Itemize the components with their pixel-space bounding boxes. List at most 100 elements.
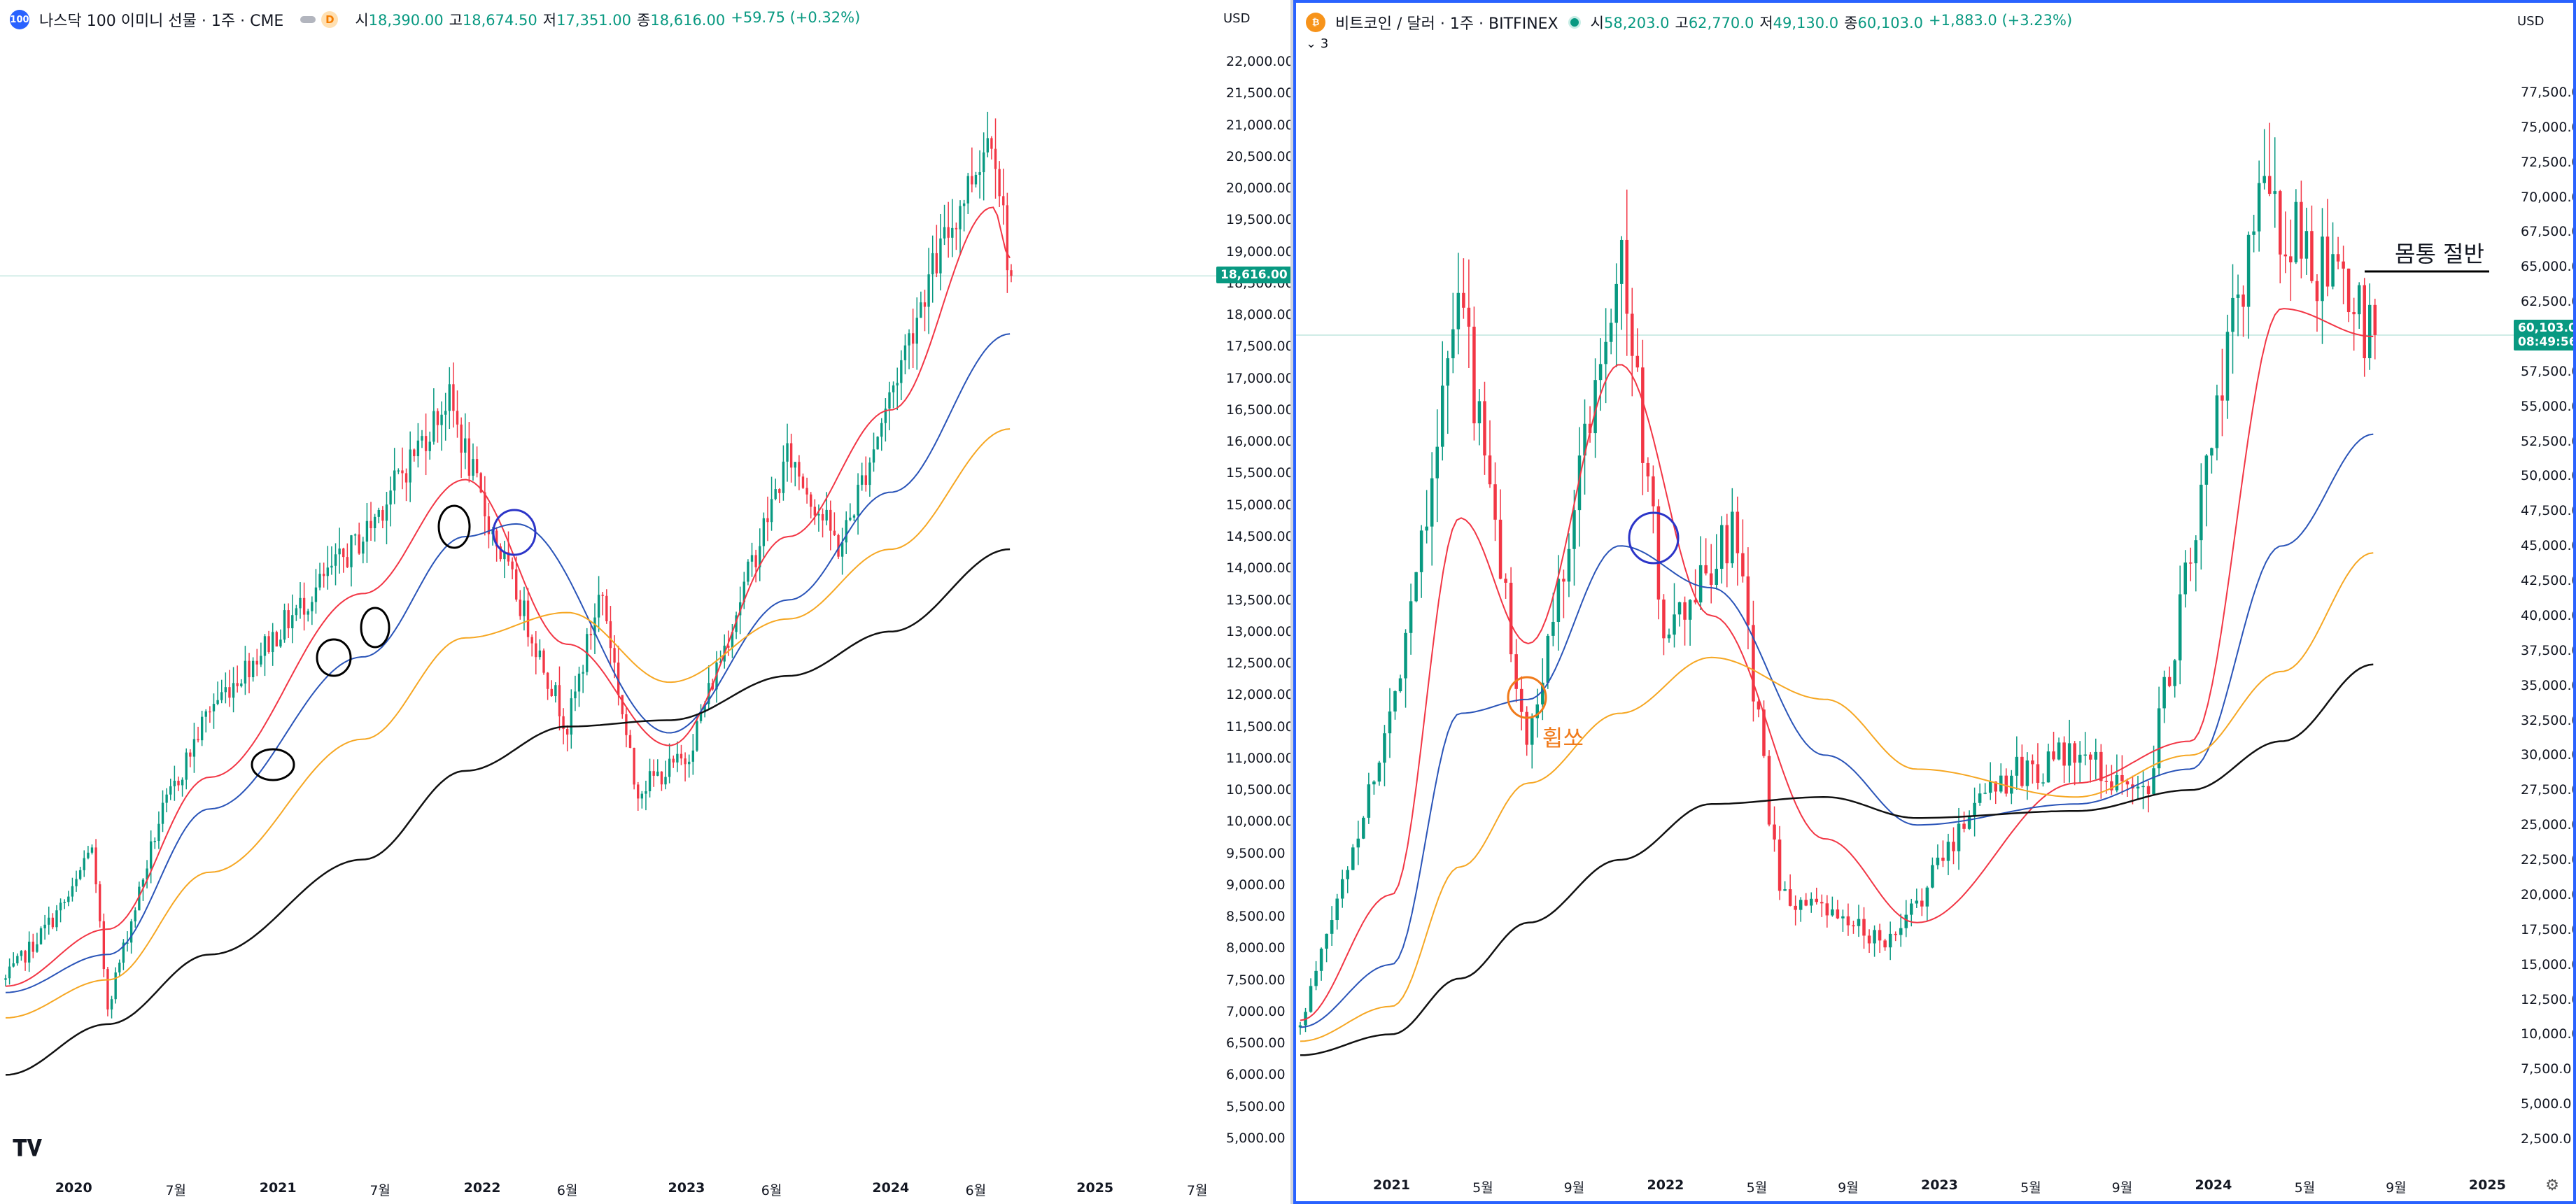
right-chart-title[interactable]: 비트코인 / 달러 · 1주 · BITFINEX — [1335, 15, 1558, 33]
interval-pill[interactable]: D — [293, 10, 345, 29]
candle-body — [1330, 920, 1334, 934]
candle-body — [637, 784, 640, 799]
price-tick-label: 21,000.00 — [1226, 117, 1293, 133]
candle-body — [200, 716, 204, 741]
black-circle-annotation[interactable] — [437, 504, 471, 549]
price-tick-label: 5,000.0 — [2521, 1096, 2572, 1112]
candle-body — [1731, 511, 1734, 564]
black-circle-annotation[interactable] — [360, 607, 390, 649]
candle-body — [1335, 898, 1339, 921]
right-chart-header: ₿ 비트코인 / 달러 · 1주 · BITFINEX 시58,203.0 고6… — [1306, 10, 2072, 35]
tradingview-logo[interactable]: 𝐓𝐕 — [13, 1135, 42, 1161]
candle-body — [314, 587, 318, 602]
candle-body — [845, 520, 847, 543]
settings-gear-icon[interactable]: ⚙ — [2545, 1177, 2559, 1194]
candle-body — [786, 443, 789, 462]
candle-body — [12, 963, 15, 967]
candle-body — [633, 747, 635, 785]
candle-body — [1609, 323, 1613, 342]
candle-body — [2346, 268, 2351, 313]
candle-body — [467, 438, 471, 476]
black-circle-annotation[interactable] — [316, 638, 352, 677]
price-tick-label: 5,000.00 — [1226, 1130, 1286, 1146]
candle-body — [1952, 842, 1955, 851]
candle-body — [951, 227, 954, 238]
black-circle-annotation[interactable] — [251, 748, 295, 781]
price-tick-label: 62,500.0 — [2521, 294, 2576, 310]
price-tick-label: 8,500.00 — [1226, 909, 1286, 925]
candle-body — [475, 459, 479, 474]
candle-body — [110, 999, 113, 1010]
candle-body — [2183, 562, 2188, 595]
candle-body — [688, 761, 691, 765]
right-currency-label[interactable]: USD — [2517, 14, 2545, 29]
candle-body — [138, 886, 141, 911]
candle-body — [562, 716, 565, 730]
candle-body — [1498, 519, 1502, 579]
candle-body — [2036, 764, 2040, 783]
candle-body — [27, 942, 31, 963]
candle-body — [2225, 332, 2230, 401]
candle-body — [1493, 484, 1497, 520]
candle-body — [153, 841, 156, 842]
candle-body — [1367, 784, 1371, 818]
candle-body — [428, 441, 431, 451]
candle-body — [1631, 313, 1634, 356]
candle-body — [903, 345, 907, 360]
candle-body — [915, 318, 918, 344]
blue-circle-annotation[interactable] — [1628, 511, 1680, 565]
bitcoin-chart-pane[interactable]: ₿ 비트코인 / 달러 · 1주 · BITFINEX 시58,203.0 고6… — [1293, 0, 2576, 1204]
candle-body — [860, 475, 864, 485]
candle-body — [1425, 526, 1428, 531]
bitcoin-plot-area[interactable]: 휩쏘 몸통 절반 — [1296, 3, 2573, 1201]
candle-body — [302, 597, 306, 615]
candle-body — [2104, 781, 2109, 782]
candle-body — [2178, 594, 2182, 660]
candle-body — [499, 546, 502, 560]
candle-body — [421, 436, 423, 441]
candle-body — [209, 711, 211, 713]
left-currency-label[interactable]: USD — [1223, 11, 1251, 26]
price-tick-label: 17,500.00 — [1226, 339, 1293, 355]
candle-body — [2067, 743, 2071, 766]
price-tick-label: 12,500.0 — [2521, 991, 2576, 1007]
candle-body — [2062, 742, 2066, 766]
price-tick-label: 37,500.0 — [2521, 642, 2576, 658]
candle-body — [78, 870, 82, 879]
candle-body — [1946, 842, 1950, 861]
candle-body — [727, 645, 730, 648]
candle-body — [1530, 718, 1534, 745]
candle-body — [2273, 191, 2276, 194]
price-tick-label: 6,500.00 — [1226, 1035, 1286, 1051]
candle-body — [668, 758, 671, 777]
indicator-toggle[interactable]: ⌄ 3 — [1306, 36, 1328, 51]
candle-body — [589, 634, 593, 636]
candle-body — [680, 753, 683, 759]
candle-body — [346, 557, 349, 567]
time-tick-label: 9월 — [2111, 1180, 2133, 1196]
candle-body — [1377, 763, 1381, 782]
right-time-axis[interactable]: 2021 5월 9월 2022 5월 9월 2023 5월 9월 2024 5월 9월 2025 — [1296, 1170, 2507, 1201]
nasdaq-plot-area[interactable] — [0, 0, 1290, 1204]
blue-circle-annotation[interactable] — [492, 509, 537, 556]
nasdaq-chart-pane[interactable]: 100 나스닥 100 이미니 선물 · 1주 · CME D 시18,390.… — [0, 0, 1293, 1204]
candle-body — [986, 138, 989, 153]
left-time-axis[interactable]: 2020 7월 2021 7월 2022 6월 2023 6월 2024 6월 2025 7월 — [0, 1173, 1218, 1204]
candle-body — [1904, 914, 1908, 928]
left-chart-title[interactable]: 나스닥 100 이미니 선물 · 1주 · CME — [39, 13, 284, 30]
candle-body — [1435, 446, 1439, 479]
price-tick-label: 11,500.00 — [1226, 718, 1293, 735]
candle-body — [397, 470, 400, 472]
candle-body — [460, 424, 463, 453]
candle-body — [966, 176, 969, 204]
price-tick-label: 75,000.0 — [2521, 119, 2576, 135]
candle-body — [456, 411, 459, 425]
candle-body — [656, 771, 659, 776]
candle-body — [479, 473, 482, 493]
candle-body — [338, 548, 341, 555]
orange-circle-annotation[interactable] — [1507, 676, 1547, 719]
candle-body — [2094, 751, 2098, 760]
indicator-count: 3 — [1320, 36, 1329, 51]
candle-body — [51, 917, 55, 928]
price-tick-label: 77,500.0 — [2521, 84, 2576, 100]
